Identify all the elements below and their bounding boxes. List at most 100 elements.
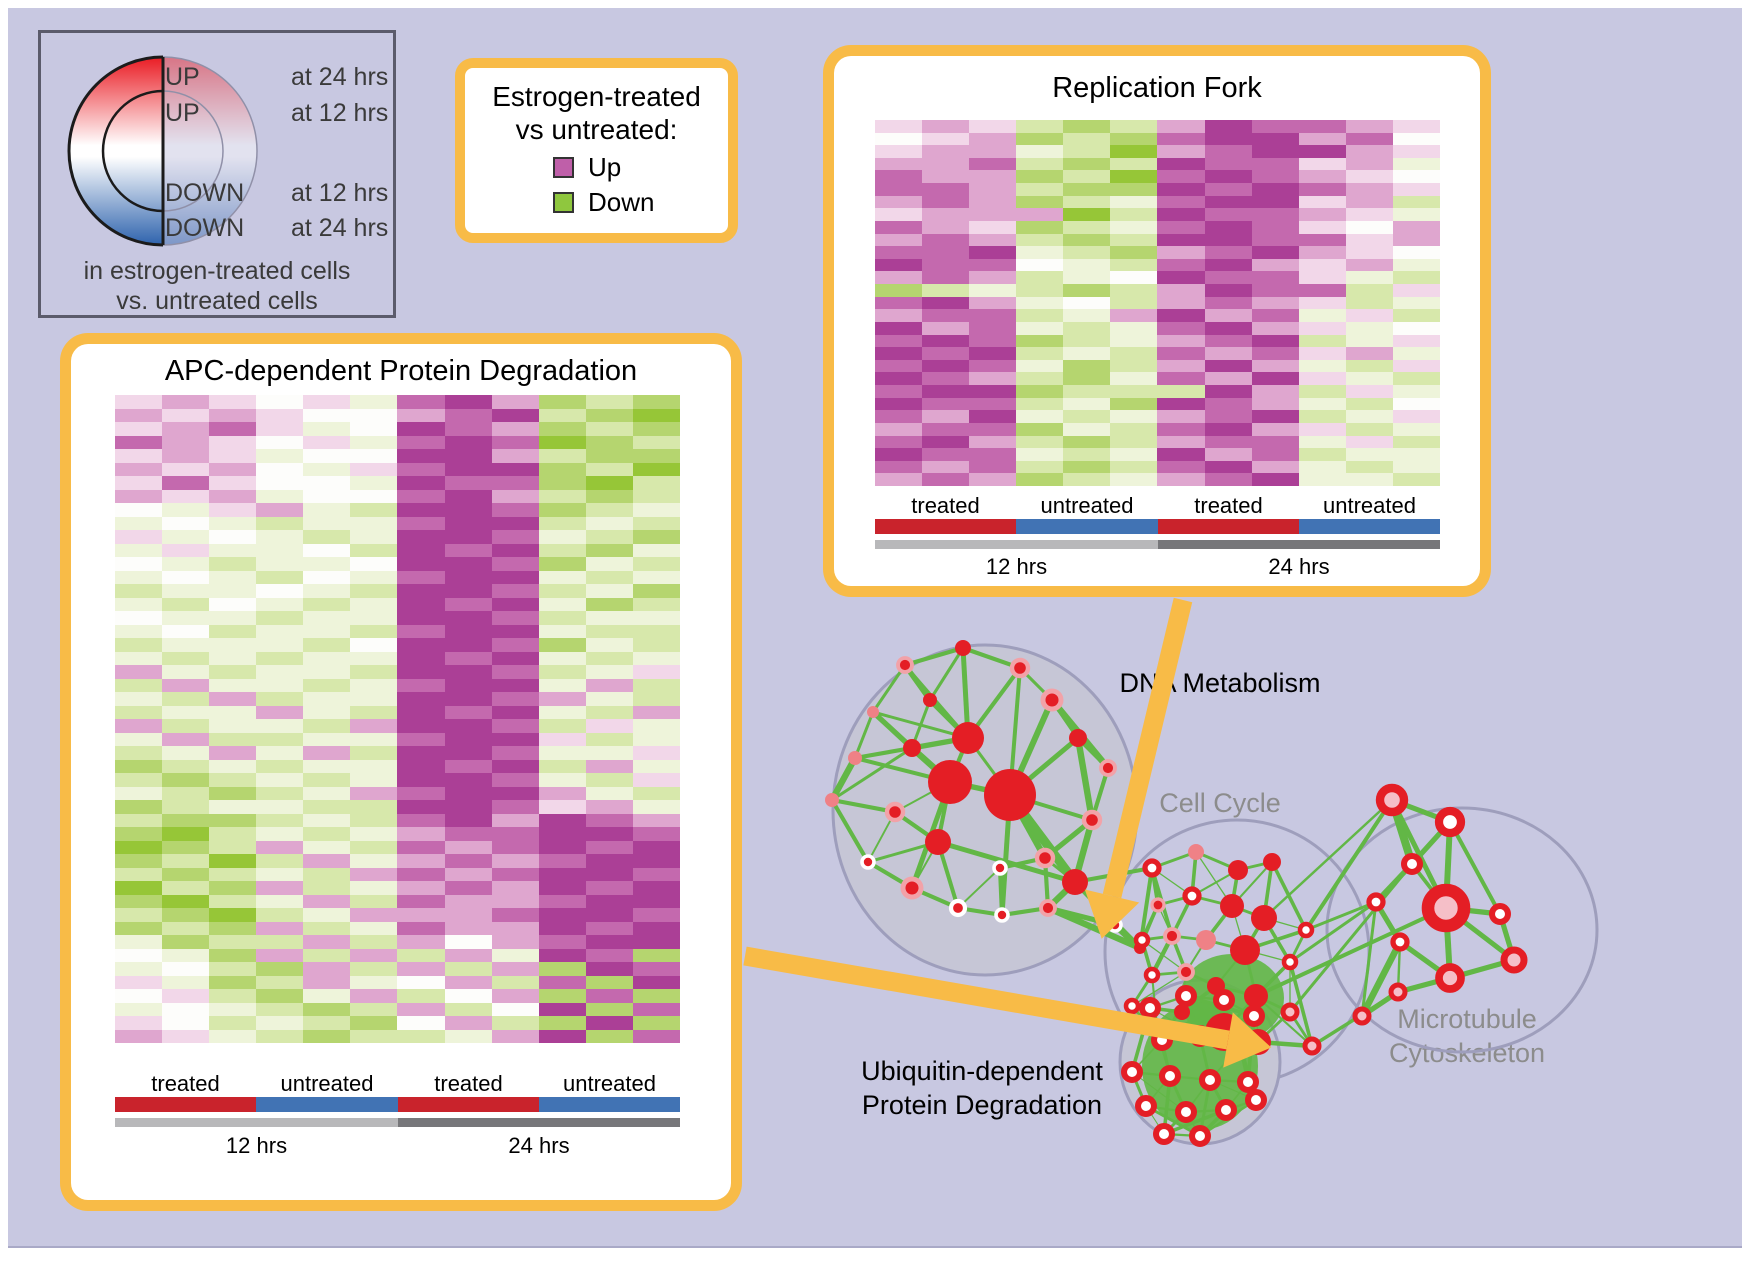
heatmap-cell — [632, 408, 680, 422]
heatmap-cell — [1298, 208, 1346, 221]
heatmap-cell — [209, 746, 257, 760]
heatmap-cell — [585, 651, 633, 665]
heatmap-cell — [1063, 372, 1111, 385]
heatmap-cell — [444, 827, 492, 841]
heatmap-cell — [1063, 145, 1111, 158]
rf-group-label-treated-12: treated — [911, 493, 980, 518]
heatmap-cell — [1251, 473, 1299, 486]
apc-untreated-bar-24 — [539, 1097, 680, 1112]
heatmap-cell — [1110, 422, 1158, 436]
rf-12hrs-label: 12 hrs — [985, 554, 1048, 579]
heatmap-cell — [162, 584, 210, 598]
heatmap-cell — [256, 773, 304, 787]
heatmap-cell — [585, 759, 633, 773]
rf-untreated-bar-12 — [1016, 519, 1158, 534]
heatmap-cell — [303, 840, 351, 854]
heatmap-cell — [1298, 448, 1346, 461]
heatmap-cell — [162, 827, 210, 841]
heatmap-cell — [444, 908, 492, 922]
heatmap-cell — [444, 705, 492, 719]
heatmap-cell — [1016, 385, 1064, 398]
heatmap-cell — [1063, 460, 1111, 474]
heatmap-cell — [875, 170, 923, 184]
heatmap-cell — [1392, 284, 1440, 297]
heatmap-cell — [1345, 132, 1393, 146]
heatmap-cell — [1298, 195, 1346, 209]
legend-item-up: Up — [553, 152, 728, 183]
heatmap-cell — [1298, 183, 1346, 196]
heatmap-cell — [350, 1016, 398, 1030]
heatmap-cell — [1345, 233, 1393, 247]
heatmap-cell — [303, 584, 351, 598]
heatmap-cell — [162, 476, 210, 490]
heatmap-cell — [1110, 460, 1158, 474]
apc-group-label-untreated-24: untreated — [563, 1071, 656, 1096]
heatmap-cell — [303, 1002, 351, 1016]
heatmap-cell — [1110, 334, 1158, 348]
comparison-title-line2: vs untreated: — [515, 114, 678, 145]
heatmap-cell — [1298, 258, 1346, 272]
heatmap-cell — [350, 881, 398, 895]
heatmap-cell — [303, 732, 351, 746]
heatmap-cell — [969, 397, 1017, 411]
heatmap-cell — [1016, 422, 1064, 436]
heatmap-cell — [209, 800, 257, 814]
heatmap-cell — [1157, 372, 1205, 385]
heatmap-cell — [1345, 473, 1393, 486]
heatmap-cell — [1016, 157, 1064, 171]
heatmap-cell — [538, 624, 586, 638]
heatmap-cell — [538, 516, 586, 530]
heatmap-cell — [209, 705, 257, 719]
heatmap-cell — [969, 372, 1017, 385]
heatmap-cell — [632, 989, 680, 1003]
heatmap-cell — [632, 746, 680, 760]
heatmap-cell — [1392, 321, 1440, 335]
heatmap-cell — [922, 132, 970, 146]
heatmap-cell — [1251, 397, 1299, 411]
heatmap-cell — [115, 908, 163, 922]
heatmap-cell — [538, 395, 586, 409]
heatmap-cell — [256, 894, 304, 908]
heatmap-cell — [397, 611, 445, 625]
heatmap-cell — [162, 800, 210, 814]
heatmap-cell — [1204, 145, 1252, 158]
heatmap-cell — [162, 867, 210, 881]
heatmap-cell — [397, 516, 445, 530]
replication-fork-panel: Replication Fork treated untreated treat… — [823, 45, 1491, 597]
heatmap-cell — [1204, 132, 1252, 146]
heatmap-cell — [1063, 385, 1111, 398]
heatmap-cell — [397, 975, 445, 989]
rf-24hrs-bar — [1158, 540, 1440, 549]
heatmap-cell — [303, 800, 351, 814]
heatmap-cell — [209, 854, 257, 868]
heatmap-cell — [162, 516, 210, 530]
heatmap-cell — [491, 962, 539, 976]
heatmap-cell — [922, 334, 970, 348]
heatmap-cell — [162, 449, 210, 463]
heatmap-cell — [538, 503, 586, 517]
heatmap-cell — [922, 170, 970, 184]
heatmap-cell — [162, 422, 210, 436]
heatmap-cell — [209, 584, 257, 598]
heatmap-cell — [632, 881, 680, 895]
rf-24hrs-label: 24 hrs — [1268, 554, 1330, 579]
heatmap-cell — [397, 408, 445, 422]
heatmap-cell — [491, 557, 539, 571]
heatmap-cell — [209, 921, 257, 935]
heatmap-cell — [491, 543, 539, 557]
heatmap-cell — [1251, 347, 1299, 360]
heatmap-cell — [1392, 271, 1440, 284]
heatmap-cell — [397, 543, 445, 557]
heatmap-cell — [209, 624, 257, 638]
heatmap-cell — [1157, 296, 1205, 310]
heatmap-cell — [1016, 195, 1064, 209]
heatmap-cell — [1204, 157, 1252, 171]
heatmap-cell — [1063, 157, 1111, 171]
heatmap-cell — [1063, 309, 1111, 322]
heatmap-cell — [256, 408, 304, 422]
heatmap-cell — [303, 867, 351, 881]
heatmap-cell — [1204, 422, 1252, 436]
heatmap-cell — [1392, 246, 1440, 259]
heatmap-cell — [115, 854, 163, 868]
heatmap-cell — [1063, 195, 1111, 209]
